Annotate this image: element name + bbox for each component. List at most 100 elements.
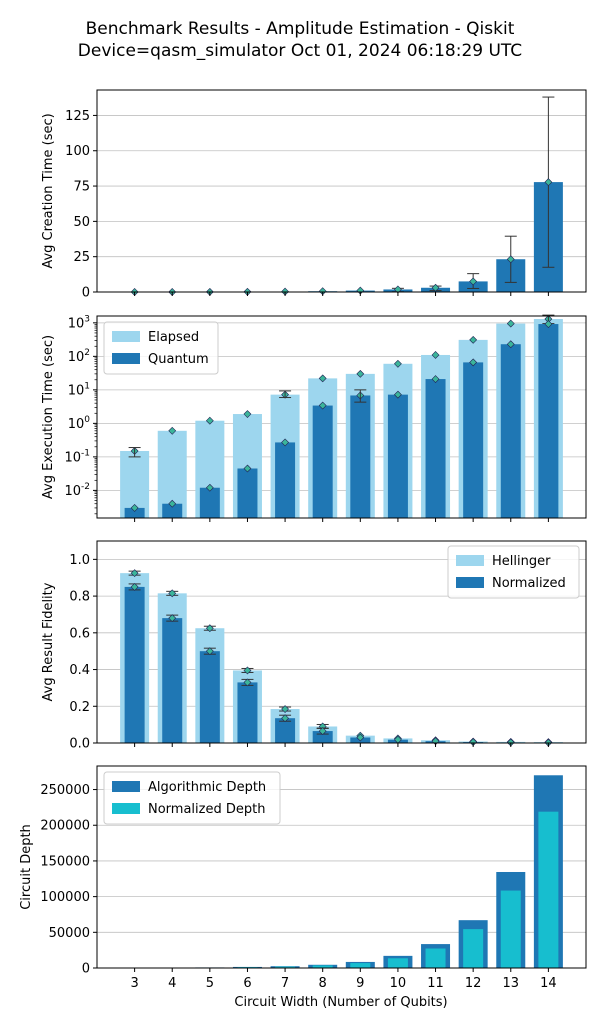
y-tick-label: 0 — [82, 286, 90, 301]
figure-title-line2: Device=qasm_simulator Oct 01, 2024 06:18… — [78, 41, 522, 61]
quantum-bar — [463, 362, 484, 518]
x-tick-label: 13 — [502, 976, 519, 991]
elapsed-marker — [393, 359, 402, 368]
hellinger-marker — [168, 589, 177, 598]
normalized-fidelity-marker — [318, 727, 327, 735]
y-tick-label: 50000 — [49, 926, 90, 941]
normalized-depth-bar — [538, 811, 559, 968]
quantum-marker — [431, 375, 440, 383]
legend-swatch — [112, 803, 140, 814]
y-tick-label: 101 — [68, 381, 90, 398]
hellinger-marker — [281, 705, 290, 713]
legend-entry: Algorithmic Depth — [148, 780, 266, 795]
x-tick-label: 14 — [540, 976, 557, 991]
normalized-depth-bar — [463, 929, 484, 968]
y-tick-label: 0 — [82, 962, 90, 977]
normalized-depth-bar — [425, 948, 446, 968]
legend-entry: Quantum — [148, 352, 209, 367]
legend-entry: Normalized — [492, 576, 566, 591]
y-tick-label: 0.8 — [69, 590, 90, 605]
y-tick-label: 125 — [65, 109, 90, 124]
x-tick-label: 6 — [243, 976, 251, 991]
y-tick-label: 10-1 — [64, 448, 90, 465]
y-axis-label: Avg Creation Time (sec) — [41, 113, 56, 268]
y-tick-label: 100000 — [40, 890, 90, 905]
quantum-marker — [168, 499, 177, 508]
y-tick-label: 102 — [68, 348, 90, 365]
normalized-fidelity-bar — [275, 718, 296, 743]
normalized-fidelity-marker — [281, 714, 290, 723]
normalized-fidelity-bar — [312, 731, 333, 743]
x-tick-label: 8 — [319, 976, 327, 991]
normalized-fidelity-marker — [168, 614, 177, 623]
elapsed-marker — [356, 369, 365, 378]
y-tick-label: 75 — [73, 180, 90, 195]
y-tick-label: 10-2 — [64, 482, 90, 499]
creation-marker — [431, 283, 440, 292]
x-tick-label: 5 — [206, 976, 214, 991]
quantum-marker — [393, 390, 402, 399]
quantum-marker — [544, 320, 553, 328]
normalized-depth-bar — [275, 966, 296, 968]
panel-creation-time: 0 25 50 75 100 125 Avg Creation Time (sec) — [41, 89, 587, 301]
quantum-bar — [312, 405, 333, 518]
y-tick-base: 10 — [64, 484, 81, 499]
x-tick-label: 10 — [390, 976, 407, 991]
y-tick-base: 10 — [68, 316, 85, 331]
quantum-bar — [199, 487, 220, 518]
quantum-bar — [237, 468, 258, 518]
x-tick-label: 4 — [168, 976, 176, 991]
quantum-bar — [387, 394, 408, 518]
y-tick-exponent: 2 — [84, 348, 90, 358]
plot-frame — [96, 89, 587, 293]
y-tick-exponent: -2 — [81, 482, 90, 492]
elapsed-marker — [431, 351, 440, 359]
normalized-fidelity-bar — [162, 618, 183, 743]
normalized-depth-bar — [387, 958, 408, 968]
normalized-fidelity-marker — [356, 733, 365, 742]
plot-frame — [96, 315, 587, 519]
legend-box — [103, 771, 281, 825]
quantum-bar — [538, 324, 559, 518]
y-tick-label: 100 — [68, 415, 91, 432]
y-tick-exponent: 3 — [84, 314, 90, 324]
legend-entry: Hellinger — [492, 554, 551, 569]
normalized-depth-bar — [312, 965, 333, 968]
y-axis-label: Avg Execution Time (sec) — [41, 335, 56, 499]
x-axis-label: Circuit Width (Number of Qubits) — [234, 995, 447, 1010]
y-tick-label: 0.6 — [69, 626, 90, 641]
panel-result-fidelity: 0.0 0.2 0.4 0.6 0.8 1.0 Avg Result Fidelity Hel… — [41, 540, 587, 752]
y-tick-label: 100 — [65, 144, 90, 159]
elapsed-marker — [469, 335, 478, 344]
quantum-marker — [243, 464, 252, 473]
legend-swatch — [112, 781, 140, 792]
y-tick-base: 10 — [68, 383, 85, 398]
elapsed-marker — [168, 426, 177, 435]
x-tick-label: 11 — [427, 976, 444, 991]
elapsed-marker — [506, 319, 515, 328]
quantum-marker — [469, 358, 478, 367]
x-tick-label: 12 — [465, 976, 482, 991]
y-tick-base: 10 — [68, 350, 85, 365]
legend-swatch — [456, 555, 484, 566]
normalized-fidelity-bar — [237, 682, 258, 743]
normalized-fidelity-marker — [243, 678, 252, 687]
hellinger-marker — [130, 569, 139, 578]
plot-frame — [96, 765, 587, 969]
y-tick-label: 50 — [73, 215, 90, 230]
quantum-bar — [162, 503, 183, 518]
y-tick-exponent: -1 — [81, 448, 90, 458]
y-tick-exponent: 0 — [84, 415, 90, 425]
panel-circuit-depth: 0 50000 100000 150000 200000 250000 3 4 5 6 7 8 9 10 1… — [19, 765, 587, 991]
quantum-bar — [124, 507, 145, 518]
quantum-bar — [275, 442, 296, 518]
elapsed-marker — [205, 416, 214, 425]
y-tick-base: 10 — [64, 450, 81, 465]
quantum-bar — [500, 344, 521, 518]
quantum-marker — [281, 438, 290, 447]
quantum-bar — [350, 395, 371, 518]
legend-entry: Normalized Depth — [148, 802, 265, 817]
